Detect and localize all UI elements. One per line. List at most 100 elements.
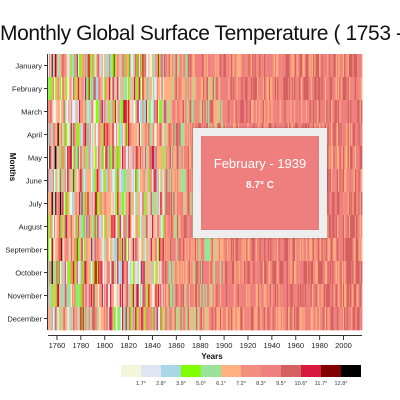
heatmap-cell[interactable] [342,284,345,308]
heatmap-cell[interactable] [68,77,70,101]
heatmap-cell[interactable] [340,123,343,147]
heatmap-cell[interactable] [50,100,52,124]
heatmap-cell[interactable] [341,192,344,216]
heatmap-cell[interactable] [184,307,186,331]
heatmap-cell[interactable] [295,100,297,124]
heatmap-cell[interactable] [174,100,177,124]
heatmap-cell[interactable] [324,284,327,308]
heatmap-cell[interactable] [114,307,117,331]
heatmap-cell[interactable] [68,100,70,124]
heatmap-cell[interactable] [55,123,57,147]
heatmap-cell[interactable] [100,100,103,124]
heatmap-cell[interactable] [92,77,94,101]
heatmap-cell[interactable] [100,238,103,262]
heatmap-cell[interactable] [259,238,261,262]
heatmap-cell[interactable] [179,54,181,78]
heatmap-cell[interactable] [86,77,88,101]
heatmap-cell[interactable] [202,307,204,331]
heatmap-cell[interactable] [104,123,106,147]
heatmap-cell[interactable] [131,238,134,262]
heatmap-cell[interactable] [113,192,116,216]
heatmap-cell[interactable] [205,100,208,124]
heatmap-cell[interactable] [154,261,156,285]
heatmap-cell[interactable] [230,54,233,78]
heatmap-cell[interactable] [65,284,68,308]
heatmap-cell[interactable] [328,100,331,124]
heatmap-cell[interactable] [258,100,260,124]
heatmap-cell[interactable] [114,238,117,262]
heatmap-cell[interactable] [184,192,186,216]
heatmap-cell[interactable] [85,238,87,262]
heatmap-cell[interactable] [206,307,209,331]
heatmap-cell[interactable] [147,77,149,101]
heatmap-cell[interactable] [273,100,276,124]
heatmap-cell[interactable] [307,307,309,331]
heatmap-cell[interactable] [114,100,117,124]
heatmap-cell[interactable] [147,284,149,308]
heatmap-cell[interactable] [88,123,91,147]
heatmap-cell[interactable] [352,261,355,285]
heatmap-cell[interactable] [250,307,253,331]
heatmap-cell[interactable] [181,192,184,216]
heatmap-cell[interactable] [143,146,146,170]
heatmap-cell[interactable] [108,192,111,216]
heatmap-cell[interactable] [206,77,209,101]
heatmap-cell[interactable] [160,307,162,331]
heatmap-cell[interactable] [277,100,279,124]
heatmap-cell[interactable] [82,123,85,147]
heatmap-cell[interactable] [116,284,118,308]
heatmap-cell[interactable] [138,192,141,216]
heatmap-cell[interactable] [299,261,302,285]
heatmap-cell[interactable] [150,146,153,170]
heatmap-cell[interactable] [120,146,123,170]
heatmap-cell[interactable] [162,192,165,216]
heatmap-cell[interactable] [116,192,118,216]
heatmap-cell[interactable] [113,284,116,308]
heatmap-cell[interactable] [58,146,61,170]
heatmap-cell[interactable] [119,261,122,285]
heatmap-cell[interactable] [265,284,267,308]
heatmap-cell[interactable] [266,307,269,331]
heatmap-cell[interactable] [357,146,359,170]
heatmap-cell[interactable] [311,261,314,285]
heatmap-cell[interactable] [271,307,273,331]
heatmap-cell[interactable] [77,215,80,239]
heatmap-cell[interactable] [302,238,304,262]
heatmap-cell[interactable] [301,77,303,101]
heatmap-cell[interactable] [117,169,119,193]
heatmap-cell[interactable] [90,146,93,170]
heatmap-cell[interactable] [247,284,249,308]
heatmap-cell[interactable] [160,261,162,285]
heatmap-cell[interactable] [187,146,190,170]
heatmap-cell[interactable] [359,192,362,216]
heatmap-cell[interactable] [80,123,82,147]
heatmap-cell[interactable] [124,77,126,101]
heatmap-cell[interactable] [68,192,70,216]
heatmap-cell[interactable] [144,192,147,216]
heatmap-cell[interactable] [144,123,147,147]
heatmap-cell[interactable] [348,100,351,124]
heatmap-cell[interactable] [247,54,249,78]
heatmap-cell[interactable] [111,54,113,78]
heatmap-cell[interactable] [190,169,192,193]
heatmap-cell[interactable] [197,307,199,331]
heatmap-cell[interactable] [270,307,272,331]
heatmap-cell[interactable] [287,238,290,262]
heatmap-cell[interactable] [151,192,154,216]
heatmap-cell[interactable] [59,77,62,101]
heatmap-cell[interactable] [50,215,52,239]
heatmap-cell[interactable] [53,238,56,262]
heatmap-cell[interactable] [203,54,205,78]
heatmap-cell[interactable] [163,238,166,262]
heatmap-cell[interactable] [99,192,101,216]
heatmap-cell[interactable] [125,146,128,170]
heatmap-cell[interactable] [334,215,337,239]
heatmap-cell[interactable] [330,192,333,216]
heatmap-cell[interactable] [360,192,363,216]
heatmap-cell[interactable] [87,192,89,216]
heatmap-cell[interactable] [137,123,140,147]
heatmap-cell[interactable] [105,238,107,262]
heatmap-cell[interactable] [222,284,224,308]
heatmap-cell[interactable] [170,215,173,239]
heatmap-cell[interactable] [322,307,325,331]
